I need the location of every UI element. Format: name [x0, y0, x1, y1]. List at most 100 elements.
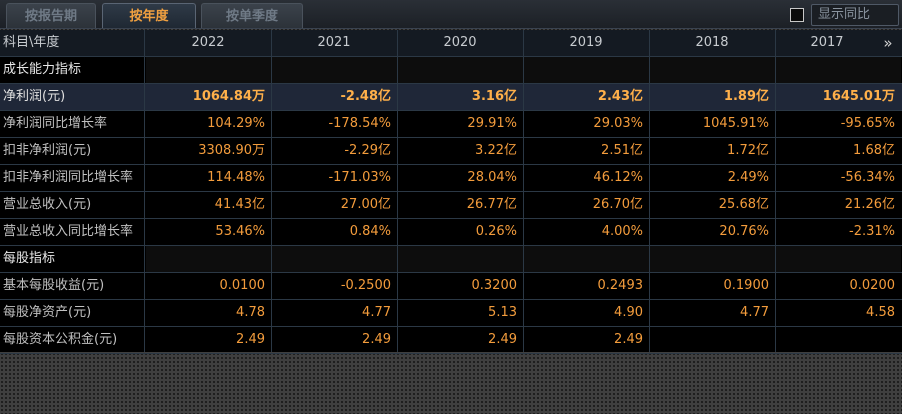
show-yoy-checkbox[interactable]: [790, 8, 804, 22]
table-header-row: 科目\年度 2022 2021 2020 2019 2018 2017 »: [0, 30, 902, 57]
empty-cell: [146, 57, 271, 83]
value-cell: 4.00%: [601, 224, 643, 239]
value-cell: 3.22亿: [475, 143, 517, 158]
row-label: 每股指标: [3, 251, 56, 266]
column-divider: [775, 30, 776, 352]
column-divider: [397, 30, 398, 352]
value-cell: 20.76%: [719, 224, 769, 239]
value-cell: -2.29亿: [344, 143, 391, 158]
value-cell: 3.16亿: [471, 89, 517, 104]
empty-cell: [650, 57, 775, 83]
value-cell: 104.29%: [207, 116, 265, 131]
value-cell: 1645.01万: [822, 89, 895, 104]
value-cell: 41.43亿: [214, 197, 265, 212]
value-cell: 114.48%: [207, 170, 265, 185]
header-year-2022[interactable]: 2022: [191, 35, 225, 50]
value-cell: 2.49: [236, 332, 265, 347]
value-cell: 1064.84万: [192, 89, 265, 104]
table-row: 基本每股收益(元) 0.0100 -0.2500 0.3200 0.2493 0.1900…: [0, 273, 902, 300]
value-cell: 2.49: [488, 332, 517, 347]
value-cell: -0.2500: [340, 278, 391, 293]
value-cell: 1045.91%: [702, 116, 769, 131]
column-divider: [649, 30, 650, 352]
empty-cell: [398, 57, 523, 83]
header-year-2021[interactable]: 2021: [317, 35, 351, 50]
value-cell: -56.34%: [840, 170, 895, 185]
value-cell: -2.31%: [849, 224, 895, 239]
column-divider: [523, 30, 524, 352]
header-year-2017[interactable]: 2017: [810, 35, 844, 50]
column-divider: [144, 30, 145, 352]
table-row: 净利润同比增长率 104.29% -178.54% 29.91% 29.03% 1045.…: [0, 111, 902, 138]
table-row: 营业总收入(元) 41.43亿 27.00亿 26.77亿 26.70亿 25.68亿 21…: [0, 192, 902, 219]
value-cell: 2.49: [362, 332, 391, 347]
value-cell: 0.3200: [471, 278, 518, 293]
empty-cell: [650, 246, 775, 272]
value-cell: 4.77: [362, 305, 391, 320]
header-year-2020[interactable]: 2020: [443, 35, 477, 50]
table-row: 扣非净利润同比增长率 114.48% -171.03% 28.04% 46.12% 2.4…: [0, 165, 902, 192]
value-cell: -178.54%: [328, 116, 391, 131]
table-row: 每股资本公积金(元) 2.49 2.49 2.49 2.49: [0, 327, 902, 354]
double-chevron-right-icon[interactable]: »: [883, 34, 893, 52]
value-cell: 1.68亿: [853, 143, 895, 158]
tab-by-year[interactable]: 按年度: [102, 3, 196, 28]
table-row: 净利润(元) 1064.84万 -2.48亿 3.16亿 2.43亿 1.89亿 1645.…: [0, 84, 902, 111]
empty-cell: [524, 57, 649, 83]
value-cell: 29.91%: [467, 116, 517, 131]
header-year-2019[interactable]: 2019: [569, 35, 603, 50]
tab-by-quarter[interactable]: 按单季度: [201, 3, 303, 28]
empty-cell: [776, 246, 901, 272]
row-label: 每股净资产(元): [3, 305, 92, 320]
value-cell: 4.77: [740, 305, 769, 320]
row-label: 扣非净利润(元): [3, 143, 92, 158]
value-cell: 4.78: [236, 305, 265, 320]
table-row: 每股净资产(元) 4.78 4.77 5.13 4.90 4.77 4.58: [0, 300, 902, 327]
toolbar: 按报告期 按年度 按单季度 显示同比: [0, 0, 902, 29]
value-cell: 1.72亿: [727, 143, 769, 158]
empty-cell: [146, 246, 271, 272]
empty-cell: [524, 246, 649, 272]
value-cell: 26.77亿: [466, 197, 517, 212]
value-cell: 5.13: [488, 305, 517, 320]
show-yoy-button[interactable]: 显示同比: [811, 4, 899, 26]
value-cell: 0.0200: [849, 278, 896, 293]
value-cell: 25.68亿: [718, 197, 769, 212]
value-cell: 2.51亿: [601, 143, 643, 158]
empty-cell: [272, 246, 397, 272]
value-cell: 46.12%: [593, 170, 643, 185]
financial-indicators-table: 科目\年度 2022 2021 2020 2019 2018 2017 » 成长能力指标 净利润(…: [0, 30, 902, 354]
empty-cell: [398, 246, 523, 272]
value-cell: 0.84%: [349, 224, 391, 239]
empty-cell: [272, 57, 397, 83]
value-cell: 3308.90万: [198, 143, 265, 158]
table-row: 扣非净利润(元) 3308.90万 -2.29亿 3.22亿 2.51亿 1.72亿 1.6…: [0, 138, 902, 165]
row-label: 营业总收入(元): [3, 197, 92, 212]
value-cell: 2.43亿: [597, 89, 643, 104]
row-label: 基本每股收益(元): [3, 278, 105, 293]
value-cell: 4.58: [866, 305, 895, 320]
value-cell: 2.49%: [727, 170, 769, 185]
value-cell: 0.2493: [597, 278, 644, 293]
value-cell: 4.90: [614, 305, 643, 320]
row-label: 扣非净利润同比增长率: [3, 170, 134, 185]
value-cell: 0.1900: [723, 278, 770, 293]
row-label: 营业总收入同比增长率: [3, 224, 134, 239]
value-cell: 1.89亿: [723, 89, 769, 104]
header-subject-year-label: 科目\年度: [3, 35, 60, 50]
value-cell: 53.46%: [215, 224, 265, 239]
row-label: 每股资本公积金(元): [3, 332, 118, 347]
tab-by-report-period[interactable]: 按报告期: [6, 3, 96, 28]
row-label: 净利润(元): [3, 89, 66, 104]
row-label: 成长能力指标: [3, 62, 82, 77]
empty-cell: [776, 57, 901, 83]
table-row: 营业总收入同比增长率 53.46% 0.84% 0.26% 4.00% 20.76% -2.…: [0, 219, 902, 246]
value-cell: 0.0100: [219, 278, 266, 293]
value-cell: 28.04%: [467, 170, 517, 185]
value-cell: -2.48亿: [340, 89, 391, 104]
header-year-2018[interactable]: 2018: [695, 35, 729, 50]
section-header-row: 每股指标: [0, 246, 902, 273]
section-header-row: 成长能力指标: [0, 57, 902, 84]
value-cell: 26.70亿: [592, 197, 643, 212]
value-cell: 2.49: [614, 332, 643, 347]
